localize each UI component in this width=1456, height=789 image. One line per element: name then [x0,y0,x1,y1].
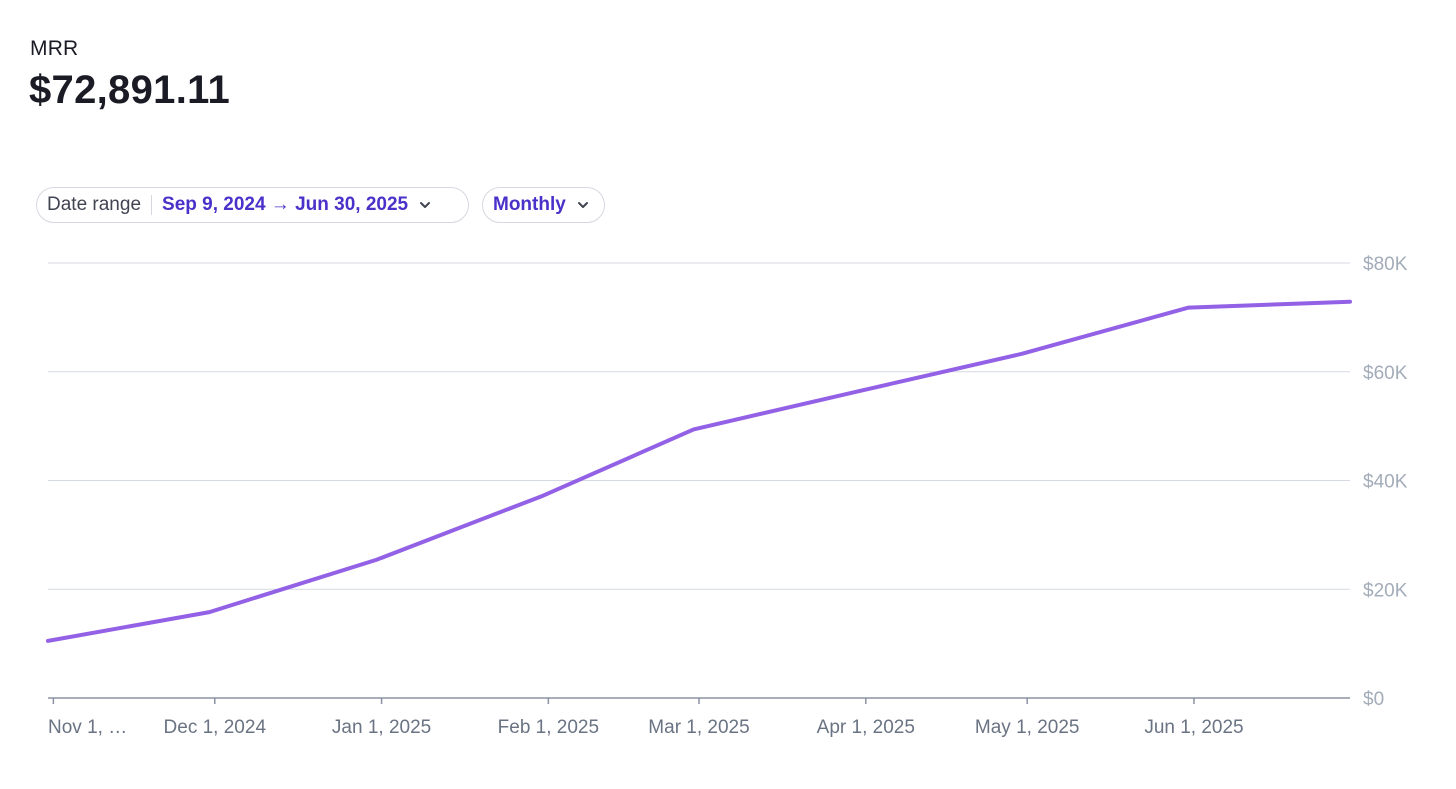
x-tick-label: Apr 1, 2025 [817,717,915,738]
metric-title: MRR [30,37,79,60]
y-tick-label: $20K [1363,580,1408,601]
chevron-down-icon [418,198,432,212]
interval-filter[interactable]: Monthly [482,187,605,223]
y-tick-label: $60K [1363,363,1408,384]
pill-divider [151,195,153,215]
date-range-filter[interactable]: Date range Sep 9, 2024 → Jun 30, 2025 [36,187,469,223]
interval-value: Monthly [493,194,566,215]
chevron-down-icon [576,198,590,212]
x-tick-label: Feb 1, 2025 [498,717,599,738]
x-tick-label: Mar 1, 2025 [648,717,749,738]
y-tick-label: $0 [1363,689,1384,710]
metric-value: $72,891.11 [29,68,230,112]
y-tick-label: $40K [1363,472,1408,493]
mrr-series-line [46,299,1352,643]
x-tick-label: Jan 1, 2025 [332,717,431,738]
date-range-label: Date range [47,194,142,215]
x-tick-label: May 1, 2025 [975,717,1080,738]
x-tick-label: Dec 1, 2024 [164,717,267,738]
y-tick-label: $80K [1363,254,1408,275]
x-tick-label: Jun 1, 2025 [1144,717,1243,738]
x-tick-label: Nov 1, … [48,717,127,738]
date-range-value: Sep 9, 2024 → Jun 30, 2025 [162,194,409,215]
